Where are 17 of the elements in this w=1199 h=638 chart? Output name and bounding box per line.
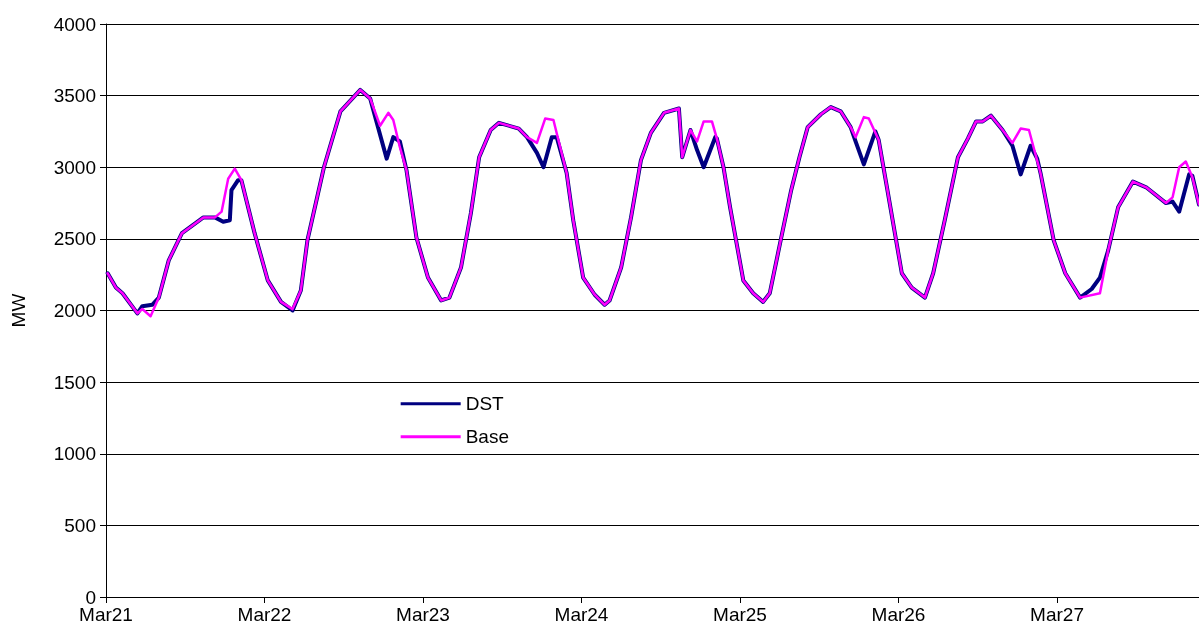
y-tick-label: 3500 — [53, 85, 96, 107]
x-tick-label: Mar26 — [871, 604, 926, 625]
y-axis-title: MW — [8, 293, 29, 328]
y-tick-label: 2500 — [53, 228, 96, 250]
y-tick-label: 500 — [64, 514, 96, 536]
x-tick-label: Mar23 — [396, 604, 450, 625]
y-tick-label: 1000 — [53, 443, 96, 465]
x-tick-label: Mar24 — [554, 604, 609, 625]
y-tick-label: 2000 — [53, 300, 96, 321]
x-tick-label: Mar27 — [1030, 604, 1084, 625]
y-tick-label: 3000 — [53, 156, 96, 178]
legend-label: DST — [465, 393, 505, 415]
y-tick-label: 1500 — [53, 371, 96, 393]
x-tick-label: Mar22 — [237, 604, 292, 625]
legend-label: Base — [465, 426, 509, 448]
x-tick-label: Mar25 — [713, 604, 767, 625]
y-tick-label: 4000 — [53, 13, 96, 35]
